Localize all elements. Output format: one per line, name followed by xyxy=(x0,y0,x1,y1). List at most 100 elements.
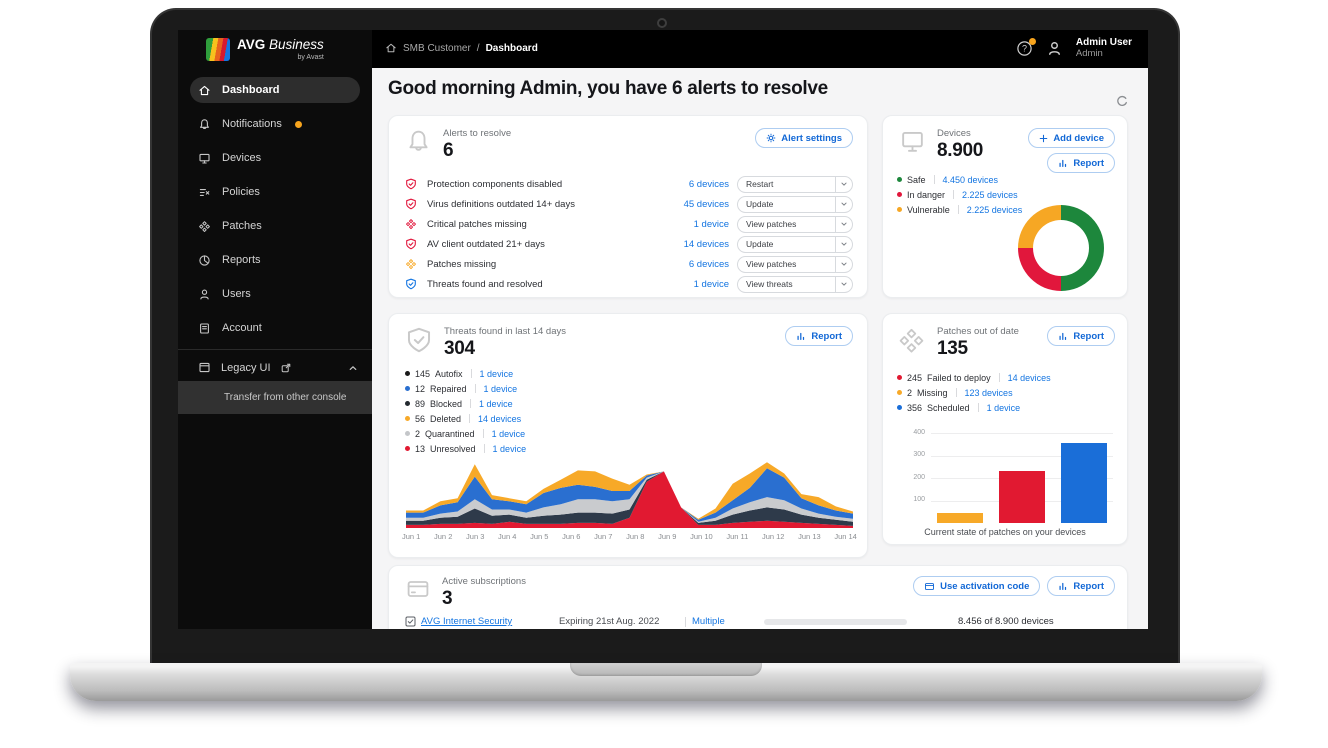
subscription-usage: 8.456 of 8.900 devices xyxy=(958,616,1054,627)
alert-action-dropdown[interactable]: View threats xyxy=(737,275,853,293)
legend-link[interactable]: 1 device xyxy=(479,398,513,409)
bar-chart-icon xyxy=(796,331,806,341)
legend-link[interactable]: 1 device xyxy=(491,428,526,439)
sidebar-item-policies[interactable]: Policies xyxy=(190,179,360,205)
sidebar-item-legacy-ui[interactable]: Legacy UI xyxy=(178,354,372,381)
threats-report-button[interactable]: Report xyxy=(785,326,853,346)
chevron-down-icon[interactable] xyxy=(835,216,852,232)
legend-item-autofix: 145 Autofix 1 device xyxy=(405,366,526,381)
legend-divider xyxy=(474,384,476,393)
sidebar-item-reports[interactable]: Reports xyxy=(190,247,360,273)
bell-icon xyxy=(198,118,211,131)
card-title: Alerts to resolve xyxy=(443,128,512,139)
help-badge xyxy=(1028,37,1036,45)
subscription-divider xyxy=(685,617,686,627)
add-device-button[interactable]: Add device xyxy=(1028,128,1115,148)
subscription-name-link[interactable]: AVG Internet Security xyxy=(421,616,513,627)
legend-link[interactable]: 2.225 devices xyxy=(966,204,1023,215)
devices-card: Devices 8.900 Add device Report xyxy=(882,115,1128,298)
x-tick: Jun 4 xyxy=(498,532,517,541)
sidebar-item-patches[interactable]: Patches xyxy=(190,213,360,239)
alert-label: Critical patches missing xyxy=(427,218,527,230)
legend-link[interactable]: 14 devices xyxy=(1007,372,1051,383)
patches-report-button[interactable]: Report xyxy=(1047,326,1115,346)
sidebar-item-label: Account xyxy=(222,322,262,334)
y-tick: 100 xyxy=(913,496,925,503)
legend-item-quarantined: 2 Quarantined 1 device xyxy=(405,426,526,441)
legend-divider xyxy=(483,444,485,453)
devices-report-button[interactable]: Report xyxy=(1047,153,1115,173)
sidebar-item-dashboard[interactable]: Dashboard xyxy=(190,77,360,103)
bar-failed-to-deploy xyxy=(999,471,1045,523)
user-avatar[interactable] xyxy=(1046,40,1063,57)
use-activation-code-button[interactable]: Use activation code xyxy=(913,576,1041,596)
patches-orange-icon xyxy=(405,258,417,270)
alert-action-dropdown[interactable]: View patches xyxy=(737,255,853,273)
alert-settings-label: Alert settings xyxy=(781,132,842,144)
bar-chart-caption: Current state of patches on your devices xyxy=(924,527,1086,537)
sidebar-item-account[interactable]: Account xyxy=(190,315,360,341)
legend-count: 245 xyxy=(907,372,923,383)
bar-chart-icon xyxy=(1058,581,1068,591)
chevron-down-icon[interactable] xyxy=(835,276,852,292)
alert-action-dropdown[interactable]: Restart xyxy=(737,175,853,193)
legend-link[interactable]: 1 device xyxy=(479,368,514,379)
card-value: 304 xyxy=(444,338,475,359)
alert-row: Patches missing 6 devices View patches xyxy=(405,254,853,274)
card-title: Devices xyxy=(937,128,971,139)
patches-card: Patches out of date 135 Report 245 Faile… xyxy=(882,313,1128,545)
help-button[interactable]: ? xyxy=(1016,37,1036,57)
chevron-down-icon[interactable] xyxy=(835,196,852,212)
legend-divider xyxy=(955,388,957,397)
legend-link[interactable]: 1 device xyxy=(492,443,527,454)
alert-devices-link[interactable]: 1 device xyxy=(693,218,729,230)
user-menu[interactable]: Admin User Admin xyxy=(1076,37,1132,59)
patches-red-icon xyxy=(405,218,417,230)
legend-divider xyxy=(977,403,979,412)
page-title: Good morning Admin, you have 6 alerts to… xyxy=(388,78,828,99)
sidebar-item-users[interactable]: Users xyxy=(190,281,360,307)
alert-devices-link[interactable]: 14 devices xyxy=(683,238,729,250)
card-icon xyxy=(924,581,935,592)
threats-card: Threats found in last 14 days 304 Report… xyxy=(388,313,868,558)
dropdown-value: View patches xyxy=(746,219,797,229)
chevron-down-icon[interactable] xyxy=(835,176,852,192)
subscriptions-report-button[interactable]: Report xyxy=(1047,576,1115,596)
subscriptions-card-actions: Use activation code Report xyxy=(913,576,1115,596)
brand-name-avg: AVG xyxy=(237,37,266,52)
alert-devices-link[interactable]: 1 device xyxy=(693,278,729,290)
alert-devices-link[interactable]: 6 devices xyxy=(688,178,729,190)
legacy-window-icon xyxy=(198,361,211,374)
sidebar-item-label: Reports xyxy=(222,254,261,266)
legend-link[interactable]: 123 devices xyxy=(964,387,1013,398)
subscription-multiple-link[interactable]: Multiple xyxy=(692,616,725,627)
gear-icon xyxy=(766,133,776,143)
alert-action-dropdown[interactable]: View patches xyxy=(737,215,853,233)
sidebar-item-transfer-console[interactable]: Transfer from other console xyxy=(178,381,372,414)
devices-donut xyxy=(1018,205,1104,291)
legend-divider xyxy=(470,399,472,408)
alert-devices-link[interactable]: 6 devices xyxy=(688,258,729,270)
breadcrumb-parent[interactable]: SMB Customer xyxy=(403,42,471,54)
dropdown-value: Update xyxy=(746,239,774,249)
home-icon[interactable] xyxy=(385,42,397,54)
legend-link[interactable]: 2.225 devices xyxy=(962,189,1018,200)
legend-label: Repaired xyxy=(430,383,467,394)
refresh-icon[interactable] xyxy=(1116,95,1128,107)
sidebar-item-notifications[interactable]: Notifications xyxy=(190,111,360,137)
alert-settings-button[interactable]: Alert settings xyxy=(755,128,853,148)
legend-link[interactable]: 1 device xyxy=(986,402,1021,413)
alert-devices-link[interactable]: 45 devices xyxy=(683,198,729,210)
alert-action-dropdown[interactable]: Update xyxy=(737,235,853,253)
alert-action-dropdown[interactable]: Update xyxy=(737,195,853,213)
legend-link[interactable]: 14 devices xyxy=(478,413,522,424)
legend-link[interactable]: 1 device xyxy=(483,383,518,394)
sidebar-item-devices[interactable]: Devices xyxy=(190,145,360,171)
legend-label: Quarantined xyxy=(425,428,475,439)
checkbox-check-icon[interactable] xyxy=(405,616,416,627)
chevron-down-icon[interactable] xyxy=(835,236,852,252)
legend-link[interactable]: 4.450 devices xyxy=(942,174,999,185)
legend-count: 89 xyxy=(415,398,426,409)
chevron-down-icon[interactable] xyxy=(835,256,852,272)
add-device-label: Add device xyxy=(1053,132,1104,144)
